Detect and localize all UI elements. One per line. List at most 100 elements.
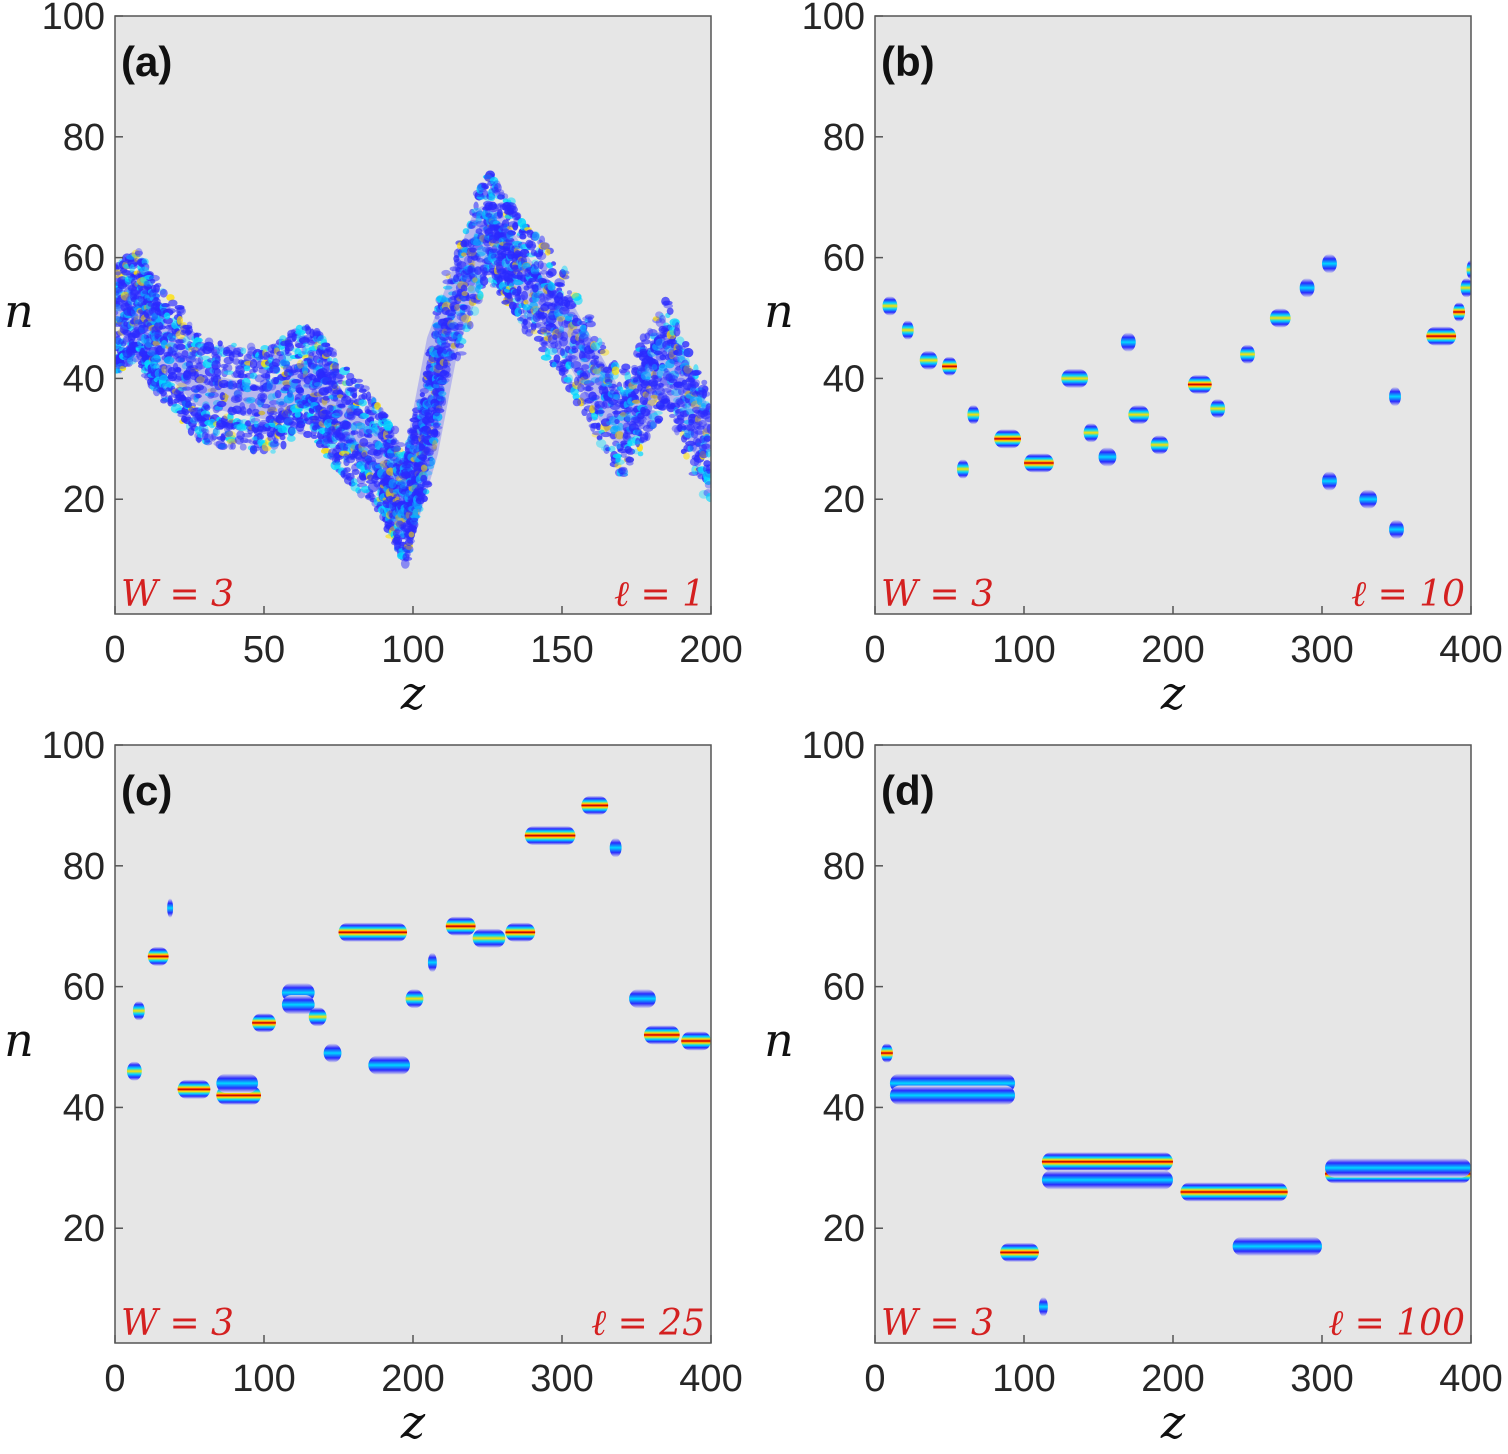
intensity-speckle xyxy=(175,367,182,373)
intensity-speckle xyxy=(166,342,177,348)
intensity-speckle xyxy=(279,434,286,441)
y-tick-label: 80 xyxy=(823,117,865,159)
intensity-blob xyxy=(1389,519,1404,540)
y-tick-label: 40 xyxy=(63,358,105,400)
intensity-speckle xyxy=(115,303,121,312)
intensity-speckle xyxy=(243,439,252,444)
intensity-blob xyxy=(1210,398,1226,419)
intensity-blob xyxy=(132,1001,145,1021)
intensity-speckle xyxy=(226,438,238,445)
intensity-speckle xyxy=(354,378,364,383)
plot-area xyxy=(875,745,1471,1343)
intensity-speckle xyxy=(195,384,205,391)
intensity-speckle xyxy=(703,391,711,397)
intensity-speckle xyxy=(483,185,489,190)
intensity-speckle xyxy=(615,442,622,449)
intensity-blob xyxy=(405,989,424,1009)
intensity-speckle xyxy=(189,365,199,371)
intensity-speckle xyxy=(155,345,165,356)
x-tick-label: 300 xyxy=(1290,629,1353,671)
intensity-speckle xyxy=(343,366,351,371)
intensity-blob xyxy=(445,916,476,936)
intensity-speckle xyxy=(332,362,339,372)
intensity-speckle xyxy=(186,340,193,349)
intensity-speckle xyxy=(196,376,205,384)
intensity-speckle xyxy=(301,346,307,355)
intensity-speckle xyxy=(249,445,258,455)
intensity-speckle xyxy=(167,395,173,405)
intensity-speckle xyxy=(637,451,644,457)
intensity-speckle xyxy=(284,342,294,352)
intensity-speckle xyxy=(599,348,610,356)
intensity-blob xyxy=(1322,253,1337,274)
intensity-blob xyxy=(368,1055,411,1075)
intensity-speckle xyxy=(296,420,306,429)
intensity-speckle xyxy=(301,365,309,375)
intensity-blob xyxy=(956,459,969,479)
intensity-speckle xyxy=(175,338,185,344)
intensity-speckle xyxy=(256,432,263,442)
intensity-speckle xyxy=(310,397,318,403)
y-axis-label: n xyxy=(4,1013,34,1067)
intensity-speckle xyxy=(166,294,175,302)
x-tick-label: 200 xyxy=(381,1358,444,1400)
intensity-speckle xyxy=(277,400,288,408)
intensity-blob xyxy=(1000,1242,1039,1263)
intensity-blob xyxy=(889,1085,1016,1106)
intensity-speckle xyxy=(266,381,273,391)
intensity-speckle xyxy=(291,347,298,353)
intensity-speckle xyxy=(115,316,123,323)
y-axis-label: n xyxy=(4,284,34,338)
intensity-speckle xyxy=(296,359,304,369)
intensity-speckle xyxy=(295,342,306,349)
intensity-speckle xyxy=(131,249,141,259)
intensity-speckle xyxy=(121,270,132,276)
intensity-speckle xyxy=(239,406,247,417)
disorder-annotation: W = 3 xyxy=(121,574,234,615)
intensity-speckle xyxy=(167,346,173,356)
intensity-blob xyxy=(1324,1158,1471,1178)
intensity-speckle xyxy=(210,346,220,356)
intensity-speckle xyxy=(160,398,168,404)
intensity-speckle xyxy=(287,426,296,436)
intensity-speckle xyxy=(519,233,527,240)
intensity-speckle xyxy=(312,425,318,431)
intensity-speckle xyxy=(585,320,596,328)
heatmap-content xyxy=(115,170,711,569)
x-tick-label: 200 xyxy=(1141,629,1204,671)
intensity-speckle xyxy=(653,410,663,416)
y-tick-label: 40 xyxy=(823,358,865,400)
panel-c: 0 100 200 300 400 20 40 60 80 100 z n (c) W = 3 ℓ = 25 xyxy=(4,725,743,1449)
intensity-speckle xyxy=(275,398,286,406)
x-axis-label: z xyxy=(400,1395,426,1449)
intensity-speckle xyxy=(163,312,171,320)
intensity-speckle xyxy=(265,380,271,389)
intensity-speckle xyxy=(230,442,236,450)
intensity-speckle xyxy=(310,434,318,439)
intensity-speckle xyxy=(531,231,541,242)
intensity-speckle xyxy=(163,356,175,365)
intensity-speckle xyxy=(572,398,582,407)
intensity-speckle xyxy=(351,392,358,399)
intensity-blob xyxy=(643,1025,680,1045)
intensity-speckle xyxy=(561,270,570,275)
intensity-speckle xyxy=(305,326,312,335)
intensity-speckle xyxy=(239,443,247,451)
intensity-speckle xyxy=(138,350,148,357)
intensity-speckle xyxy=(654,415,664,423)
intensity-speckle xyxy=(701,379,708,386)
intensity-speckle xyxy=(242,385,253,393)
intensity-speckle xyxy=(535,251,547,261)
x-tick-label: 100 xyxy=(992,629,1055,671)
intensity-speckle xyxy=(174,328,181,333)
intensity-speckle xyxy=(220,363,229,369)
intensity-speckle xyxy=(178,337,187,344)
intensity-speckle xyxy=(197,385,208,394)
intensity-speckle xyxy=(404,539,414,547)
intensity-speckle xyxy=(219,392,226,401)
intensity-speckle xyxy=(329,351,338,358)
panel-b: 0 100 200 300 400 20 40 60 80 100 z n (b) W = 3 ℓ = 10 xyxy=(764,0,1503,720)
intensity-speckle xyxy=(210,387,216,394)
intensity-blob xyxy=(1061,368,1089,389)
intensity-speckle xyxy=(208,391,219,398)
